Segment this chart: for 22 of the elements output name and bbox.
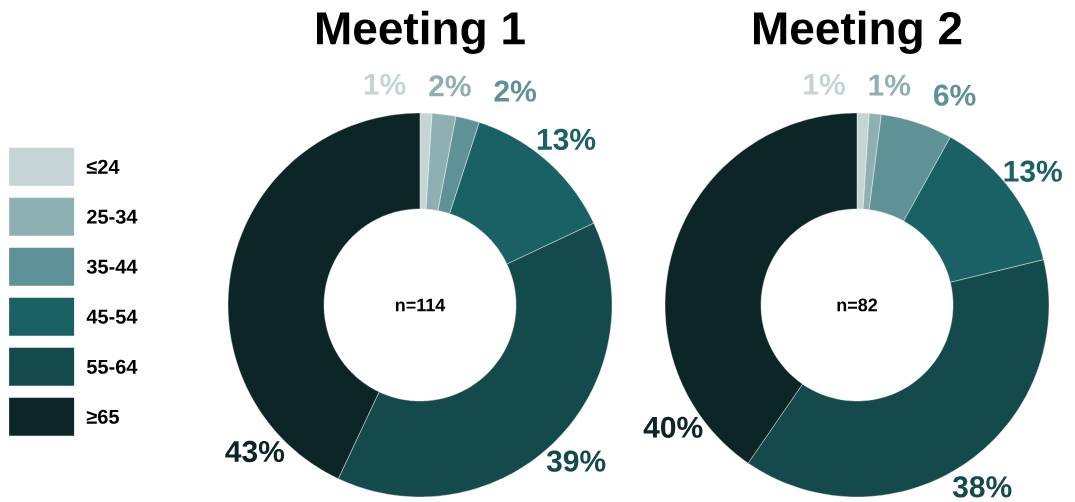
text: n=114 [395, 298, 446, 312]
chart-title: Meeting 2 [754, 10, 962, 54]
data-label: 38% [952, 476, 1012, 498]
legend-label: ≤24 [86, 159, 120, 174]
data-label: 6% [934, 84, 976, 106]
data-label: 39% [546, 450, 606, 472]
chart-title: Meeting 1 [317, 10, 525, 54]
data-label: 13% [1004, 160, 1062, 182]
data-label: 43% [225, 440, 285, 463]
data-label: 40% [643, 416, 703, 438]
legend-label: 35-44 [86, 259, 138, 274]
text: n=82 [837, 298, 878, 312]
data-label: 13% [537, 128, 596, 150]
legend-label: 55-64 [86, 359, 138, 374]
data-label: 1% [869, 74, 911, 96]
data-label: 2% [429, 75, 471, 97]
legend-label: ≥65 [86, 409, 119, 424]
data-label: 1% [364, 73, 406, 95]
legend-label: 45-54 [86, 309, 138, 324]
data-label: 2% [494, 80, 537, 102]
data-label: 1% [804, 73, 845, 95]
legend-label: 25-34 [87, 209, 138, 224]
